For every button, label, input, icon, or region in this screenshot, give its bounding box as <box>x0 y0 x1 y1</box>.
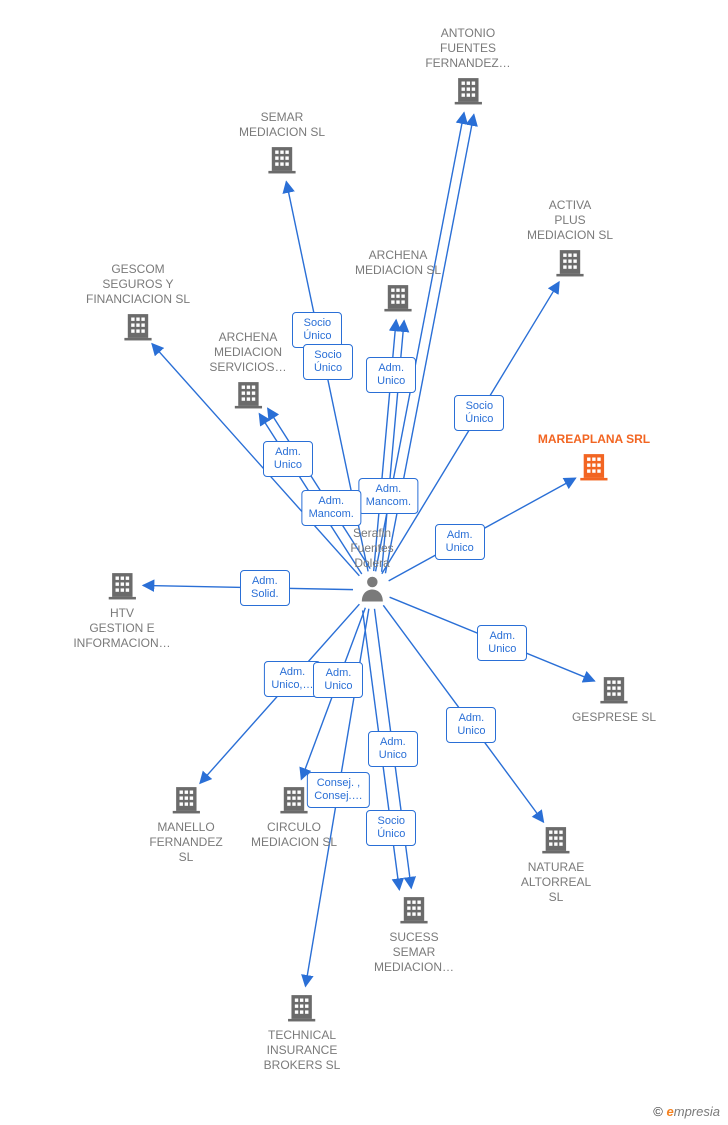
edge-label: Adm. Unico <box>446 707 496 743</box>
edge-label: Adm. Solid. <box>240 570 290 606</box>
node-label: NATURAE ALTORREAL SL <box>521 860 591 905</box>
edge-label: Socio Único <box>366 810 416 846</box>
building-icon <box>538 449 650 483</box>
building-icon <box>425 73 510 107</box>
edge-label: Socio Único <box>303 344 353 380</box>
node-technical[interactable]: TECHNICAL INSURANCE BROKERS SL <box>264 990 341 1073</box>
edge-label: Adm. Unico <box>313 662 363 698</box>
node-label: ACTIVA PLUS MEDIACION SL <box>527 198 613 243</box>
building-icon <box>572 672 656 706</box>
node-gesprese[interactable]: GESPRESE SL <box>572 672 656 725</box>
building-icon <box>521 822 591 856</box>
node-semar[interactable]: SEMAR MEDIACION SL <box>239 110 325 176</box>
node-label: MANELLO FERNANDEZ SL <box>149 820 222 865</box>
node-label: MAREAPLANA SRL <box>538 432 650 447</box>
copyright-symbol: © <box>653 1104 663 1119</box>
node-label: Serafin Fuentes Dolera <box>350 526 393 571</box>
edge-label: Adm. Unico <box>477 625 527 661</box>
node-manello[interactable]: MANELLO FERNANDEZ SL <box>149 782 222 865</box>
node-archenaM[interactable]: ARCHENA MEDIACION SL <box>355 248 441 314</box>
node-label: ANTONIO FUENTES FERNANDEZ… <box>425 26 510 71</box>
node-label: ARCHENA MEDIACION SERVICIOS… <box>209 330 286 375</box>
edge-label: Adm. Mancom. <box>302 490 361 526</box>
edge-label: Socio Único <box>454 395 504 431</box>
brand: empresia <box>667 1104 720 1119</box>
node-sucess[interactable]: SUCESS SEMAR MEDIACION… <box>374 892 454 975</box>
building-icon <box>355 280 441 314</box>
node-marea[interactable]: MAREAPLANA SRL <box>538 432 650 483</box>
edge-label: Adm. Unico <box>368 731 418 767</box>
node-label: GESPRESE SL <box>572 710 656 725</box>
building-icon <box>86 309 190 343</box>
watermark: © empresia <box>653 1104 720 1119</box>
edge-label: Adm. Unico <box>435 524 485 560</box>
center-node[interactable]: Serafin Fuentes Dolera <box>350 526 393 603</box>
network-canvas: © empresia Serafin Fuentes Dolera ANTONIO… <box>0 0 728 1125</box>
building-icon <box>264 990 341 1024</box>
node-htv[interactable]: HTV GESTION E INFORMACION… <box>73 568 170 651</box>
node-label: GESCOM SEGUROS Y FINANCIACION SL <box>86 262 190 307</box>
node-label: CIRCULO MEDIACION SL <box>251 820 337 850</box>
node-gescom[interactable]: GESCOM SEGUROS Y FINANCIACION SL <box>86 262 190 343</box>
node-activa[interactable]: ACTIVA PLUS MEDIACION SL <box>527 198 613 279</box>
node-label: HTV GESTION E INFORMACION… <box>73 606 170 651</box>
node-antonio[interactable]: ANTONIO FUENTES FERNANDEZ… <box>425 26 510 107</box>
building-icon <box>374 892 454 926</box>
node-label: ARCHENA MEDIACION SL <box>355 248 441 278</box>
edge-label: Adm. Unico,… <box>264 661 320 697</box>
edge-label: Socio Único <box>292 312 342 348</box>
node-archenaS[interactable]: ARCHENA MEDIACION SERVICIOS… <box>209 330 286 411</box>
node-naturae[interactable]: NATURAE ALTORREAL SL <box>521 822 591 905</box>
node-label: TECHNICAL INSURANCE BROKERS SL <box>264 1028 341 1073</box>
building-icon <box>149 782 222 816</box>
edge-label: Adm. Mancom. <box>359 478 418 514</box>
edge-label: Consej. , Consej.… <box>307 772 369 808</box>
node-label: SEMAR MEDIACION SL <box>239 110 325 140</box>
person-icon <box>350 573 393 603</box>
building-icon <box>527 245 613 279</box>
edge-label: Adm. Unico <box>366 357 416 393</box>
building-icon <box>239 142 325 176</box>
edge-label: Adm. Unico <box>263 441 313 477</box>
node-label: SUCESS SEMAR MEDIACION… <box>374 930 454 975</box>
building-icon <box>73 568 170 602</box>
building-icon <box>209 377 286 411</box>
